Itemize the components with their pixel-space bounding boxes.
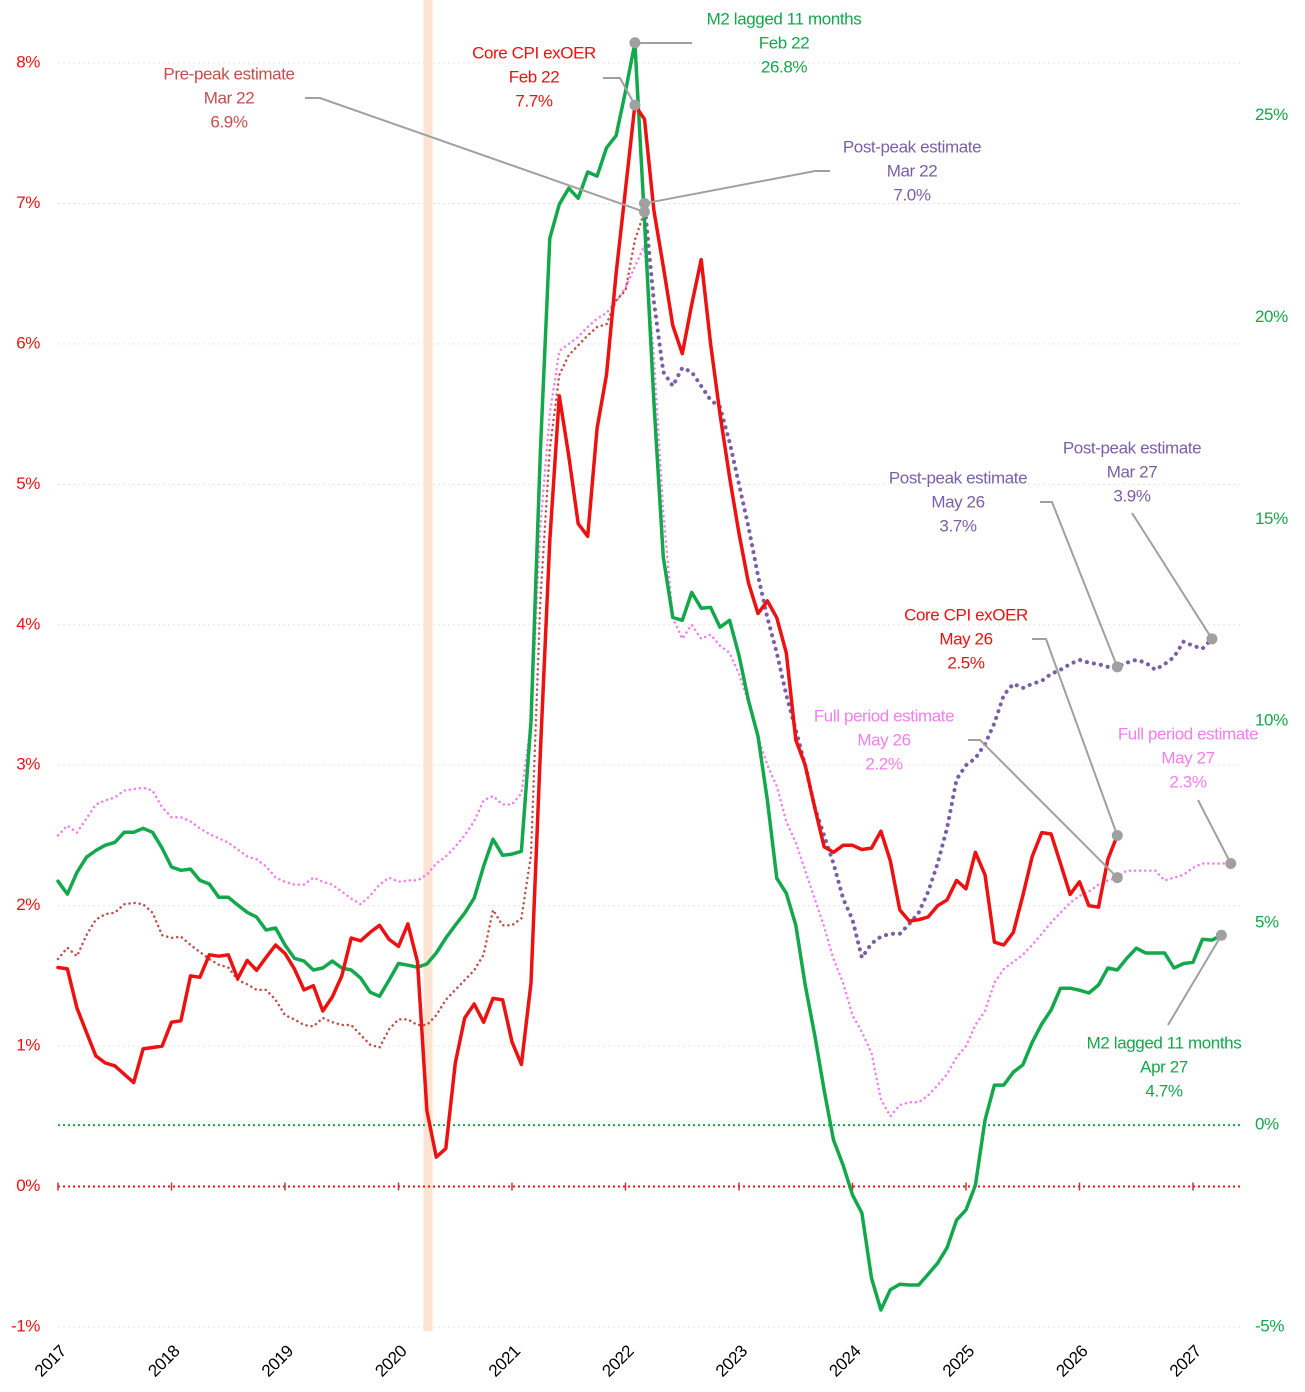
annotation-text: Apr 27 (1140, 1057, 1188, 1076)
x-tick-label: 2024 (825, 1342, 864, 1381)
y-tick-label: 3% (16, 755, 40, 774)
annotation-text: Full period estimate (1118, 724, 1258, 743)
x-tick-label: 2021 (485, 1342, 524, 1381)
x-tick-label: 2022 (598, 1342, 637, 1381)
series-line (645, 203, 1213, 957)
y-tick-label: 0% (16, 1176, 40, 1195)
annotation-point (1112, 661, 1123, 672)
annotation-text: 7.7% (515, 91, 552, 110)
annotation-text: 4.7% (1145, 1081, 1182, 1100)
annotation-text: May 26 (939, 629, 992, 648)
annotation-text: Post-peak estimate (1063, 438, 1201, 457)
y-tick-label: 8% (16, 52, 40, 71)
annotation-point (629, 100, 640, 111)
annotation-text: 6.9% (210, 112, 247, 131)
x-tick-label: 2020 (371, 1342, 410, 1381)
annotation-text: Core CPI exOER (472, 43, 596, 62)
annotation-point (1216, 930, 1227, 941)
y-tick-label: 1% (16, 1036, 40, 1055)
series-line (58, 212, 645, 1048)
y2-tick-label: 0% (1255, 1115, 1279, 1134)
annotation-text: 2.2% (865, 754, 902, 773)
y-tick-label: -1% (11, 1316, 40, 1335)
x-tick-label: 2023 (712, 1342, 751, 1381)
leader-line (1168, 935, 1221, 1025)
annotation-point (1112, 830, 1123, 841)
leader-line (968, 740, 1117, 878)
annotation-text: 7.0% (893, 185, 930, 204)
annotation-text: Feb 22 (509, 67, 560, 86)
annotation-text: Mar 27 (1107, 462, 1158, 481)
annotation-text: 3.7% (939, 516, 976, 535)
annotation-text: Core CPI exOER (904, 605, 1028, 624)
annotation-point (1225, 858, 1236, 869)
leader-line (644, 171, 830, 203)
leader-line (305, 98, 644, 212)
annotation-text: 2.5% (947, 653, 984, 672)
y2-tick-label: 20% (1255, 307, 1288, 326)
annotation-point (629, 37, 640, 48)
y-tick-label: 5% (16, 474, 40, 493)
annotation-text: May 27 (1161, 748, 1214, 767)
annotation-text: 2.3% (1169, 772, 1206, 791)
annotation-point (1112, 872, 1123, 883)
series-line (58, 246, 1231, 1117)
x-tick-label: 2027 (1166, 1342, 1205, 1381)
annotation-text: Post-peak estimate (843, 137, 981, 156)
annotation-text: Pre-peak estimate (163, 64, 294, 83)
y-tick-label: 7% (16, 193, 40, 212)
y2-tick-label: 5% (1255, 913, 1279, 932)
leader-line (603, 78, 635, 105)
annotation-text: Feb 22 (759, 33, 810, 52)
annotation-text: Mar 22 (204, 88, 255, 107)
y2-tick-label: 15% (1255, 509, 1288, 528)
x-tick-label: 2017 (31, 1342, 70, 1381)
annotation-text: M2 lagged 11 months (707, 9, 862, 28)
annotation-text: May 26 (857, 730, 910, 749)
annotation-text: Post-peak estimate (889, 468, 1027, 487)
y2-tick-label: 10% (1255, 711, 1288, 730)
annotation-text: 26.8% (761, 57, 807, 76)
y-tick-label: 6% (16, 333, 40, 352)
y-tick-label: 2% (16, 895, 40, 914)
x-tick-label: 2018 (144, 1342, 183, 1381)
y-tick-label: 4% (16, 614, 40, 633)
leader-line (1040, 502, 1117, 667)
x-tick-label: 2019 (258, 1342, 297, 1381)
y2-tick-label: 25% (1255, 105, 1288, 124)
x-tick-label: 2026 (1052, 1342, 1091, 1381)
leader-line (1198, 800, 1231, 864)
y2-tick-label: -5% (1255, 1316, 1284, 1335)
x-tick-label: 2025 (939, 1342, 978, 1381)
annotation-text: M2 lagged 11 months (1087, 1033, 1242, 1052)
annotation-point (639, 198, 650, 209)
annotation-point (1206, 633, 1217, 644)
annotation-text: 3.9% (1113, 486, 1150, 505)
leader-line (1132, 513, 1212, 639)
annotation-text: Mar 22 (887, 161, 938, 180)
annotation-text: May 26 (931, 492, 984, 511)
annotation-text: Full period estimate (814, 706, 954, 725)
